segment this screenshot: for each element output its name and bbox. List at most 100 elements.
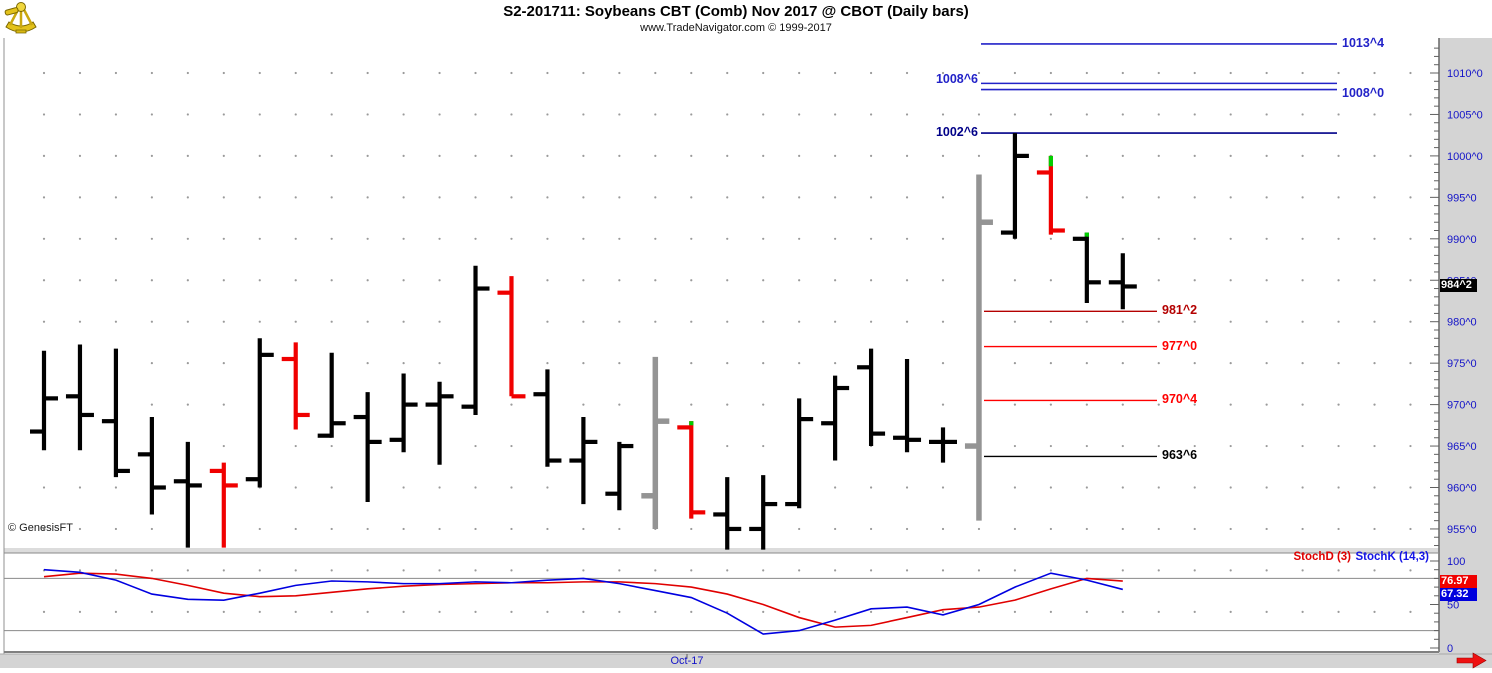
grid-dot bbox=[905, 527, 909, 531]
grid-dot bbox=[510, 610, 513, 613]
grid-dot bbox=[1121, 527, 1124, 531]
grid-dot bbox=[618, 403, 621, 406]
grid-dot bbox=[690, 569, 693, 572]
grid-dot bbox=[762, 237, 765, 240]
grid-dot bbox=[78, 154, 82, 157]
grid-dot bbox=[186, 237, 189, 240]
stochd-legend: StochD (3) bbox=[1293, 551, 1352, 563]
grid-dot bbox=[941, 486, 945, 489]
grid-dot bbox=[258, 237, 261, 240]
grid-dot bbox=[905, 71, 909, 75]
grid-dot bbox=[78, 279, 82, 282]
grid-dot bbox=[869, 154, 873, 157]
grid-dot bbox=[222, 237, 225, 240]
grid-dot bbox=[1265, 196, 1268, 199]
grid-dot bbox=[330, 610, 333, 613]
grid-dot bbox=[762, 196, 765, 199]
grid-dot bbox=[690, 403, 693, 406]
scroll-right-arrow-icon[interactable] bbox=[1455, 651, 1489, 673]
grid-dot bbox=[1373, 403, 1376, 406]
grid-dot bbox=[1373, 569, 1376, 572]
grid-dot bbox=[546, 320, 549, 323]
grid-dot bbox=[1409, 569, 1412, 572]
grid-dot bbox=[1409, 237, 1412, 240]
grid-dot bbox=[186, 610, 189, 613]
grid-dot bbox=[1193, 362, 1196, 365]
grid-dot bbox=[941, 403, 945, 406]
grid-dot bbox=[1157, 486, 1160, 489]
grid-dot bbox=[258, 320, 261, 323]
price-level-label: 977^0 bbox=[1162, 338, 1198, 353]
grid-dot bbox=[222, 279, 225, 282]
grid-dot bbox=[582, 279, 585, 282]
grid-dot bbox=[1301, 320, 1304, 323]
grid-dot bbox=[438, 486, 441, 489]
grid-dot bbox=[402, 154, 405, 157]
grid-dot bbox=[42, 237, 46, 240]
grid-dot bbox=[1013, 610, 1017, 613]
stochk-value-badge: 67.32 bbox=[1440, 587, 1477, 601]
grid-dot bbox=[1337, 527, 1340, 531]
grid-dot bbox=[1193, 279, 1196, 282]
grid-dot bbox=[438, 237, 441, 240]
grid-dot bbox=[1013, 113, 1017, 116]
grid-dot bbox=[726, 569, 729, 572]
grid-dot bbox=[474, 527, 477, 531]
grid-dot bbox=[1013, 403, 1017, 406]
grid-dot bbox=[294, 237, 297, 240]
grid-dot bbox=[150, 154, 153, 157]
grid-dot bbox=[834, 486, 837, 489]
grid-dot bbox=[1085, 154, 1088, 157]
grid-dot bbox=[1085, 486, 1088, 489]
grid-dot bbox=[222, 610, 225, 613]
grid-dot bbox=[1265, 444, 1268, 448]
grid-dot bbox=[150, 527, 153, 531]
grid-dot bbox=[1409, 71, 1412, 75]
grid-dot bbox=[1301, 113, 1304, 116]
grid-dot bbox=[941, 362, 945, 365]
last-price-badge: 984^2 bbox=[1440, 279, 1477, 293]
grid-dot bbox=[1229, 527, 1232, 531]
grid-dot bbox=[510, 403, 513, 406]
grid-dot bbox=[582, 527, 585, 531]
grid-dot bbox=[294, 320, 297, 323]
grid-dot bbox=[222, 71, 225, 75]
grid-dot bbox=[654, 154, 657, 157]
grid-dot bbox=[690, 71, 693, 75]
grid-dot bbox=[114, 610, 118, 613]
grid-dot bbox=[1121, 569, 1124, 572]
grid-dot bbox=[1265, 610, 1268, 613]
grid-dot bbox=[869, 320, 873, 323]
grid-dot bbox=[618, 320, 621, 323]
grid-dot bbox=[582, 71, 585, 75]
price-axis-tick-label: 1005^0 bbox=[1447, 109, 1483, 121]
grid-dot bbox=[1013, 320, 1017, 323]
grid-dot bbox=[1337, 610, 1340, 613]
grid-dot bbox=[762, 610, 765, 613]
grid-dot bbox=[186, 320, 189, 323]
grid-dot bbox=[366, 154, 369, 157]
grid-dot bbox=[690, 237, 693, 240]
grid-dot bbox=[726, 196, 729, 199]
stoch-axis-tick-label: 0 bbox=[1447, 643, 1453, 655]
grid-dot bbox=[1373, 486, 1376, 489]
grid-dot bbox=[1013, 569, 1017, 572]
grid-dot bbox=[582, 610, 585, 613]
grid-dot bbox=[150, 320, 153, 323]
grid-dot bbox=[941, 154, 945, 157]
grid-dot bbox=[1229, 610, 1232, 613]
grid-dot bbox=[1013, 486, 1017, 489]
grid-dot bbox=[42, 196, 46, 199]
grid-dot bbox=[1085, 113, 1088, 116]
stochd-value-badge: 76.97 bbox=[1440, 574, 1477, 588]
grid-dot bbox=[654, 320, 657, 323]
grid-dot bbox=[726, 320, 729, 323]
grid-dot bbox=[1121, 610, 1124, 613]
grid-dot bbox=[546, 486, 549, 489]
grid-dot bbox=[402, 527, 405, 531]
grid-dot bbox=[150, 569, 153, 572]
grid-dot bbox=[618, 237, 621, 240]
price-axis-tick-label: 960^0 bbox=[1447, 483, 1477, 495]
grid-dot bbox=[905, 486, 909, 489]
stochd-line bbox=[43, 572, 1123, 628]
